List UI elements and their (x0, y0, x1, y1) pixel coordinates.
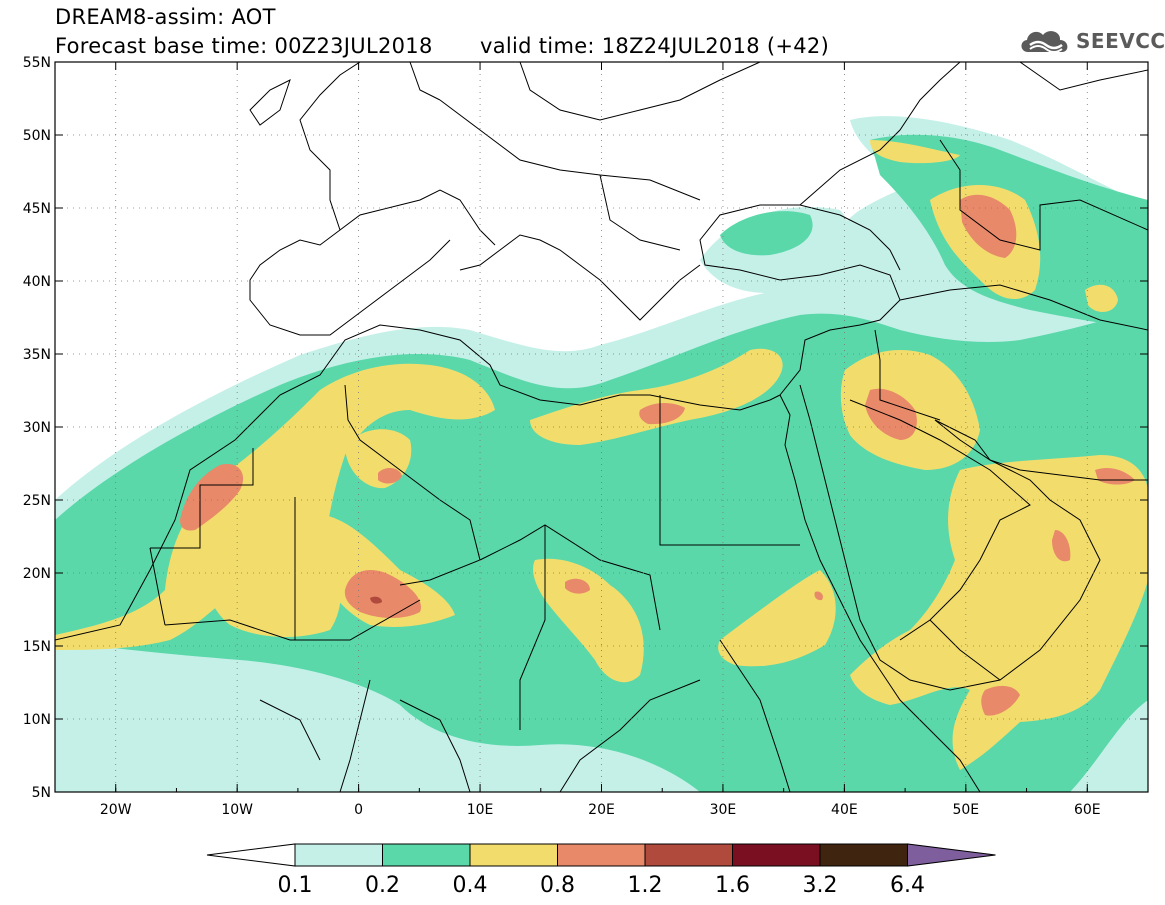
y-tick-label: 40N (23, 274, 51, 290)
x-tick-label: 10E (467, 802, 494, 818)
y-tick-label: 25N (23, 493, 51, 509)
x-tick-label: 60E (1074, 802, 1101, 818)
x-tick-label: 0 (354, 802, 363, 818)
y-tick-label: 10N (23, 712, 51, 728)
y-tick-label: 30N (23, 420, 51, 436)
x-tick-label: 10W (221, 802, 253, 818)
x-tick-label: 30E (710, 802, 737, 818)
y-tick-label: 55N (23, 55, 51, 71)
y-tick-label: 5N (32, 785, 51, 801)
colorbar-bin (819, 843, 908, 867)
colorbar-bin (732, 843, 821, 867)
forecast-base-time: Forecast base time: 00Z23JUL2018 (55, 34, 433, 58)
valid-time: valid time: 18Z24JUL2018 (+42) (480, 34, 830, 58)
aot-contour-0.8 (180, 194, 1135, 716)
colorbar-label: 0.2 (365, 873, 400, 898)
y-tick-label: 50N (23, 128, 51, 144)
colorbar-label: 0.4 (453, 873, 488, 898)
colorbar-label: 0.1 (278, 873, 313, 898)
x-tick-label: 20W (100, 802, 132, 818)
colorbar-label: 3.2 (803, 873, 838, 898)
seevccc-logo: SEEVCCC (1018, 24, 1165, 58)
colorbar-bin (294, 843, 383, 867)
y-tick-label: 45N (23, 201, 51, 217)
colorbar-bin (644, 843, 733, 867)
colorbar-label: 0.8 (540, 873, 575, 898)
colorbar-label: 1.2 (628, 873, 663, 898)
colorbar-label: 1.6 (715, 873, 750, 898)
aot-contour-1.2 (370, 596, 382, 604)
colorbar-bin (557, 843, 646, 867)
colorbar-bin (382, 843, 471, 867)
colorbar-extend-low (206, 843, 296, 867)
y-tick-label: 20N (23, 566, 51, 582)
x-tick-label: 20E (588, 802, 615, 818)
axis-ticks: 20W 10W 0 10E 20E 30E 40E 50E 60E 5N 10N 15N 20N 25N 3… (23, 55, 1149, 818)
colorbar-extend-high (907, 843, 996, 867)
colorbar-bin (469, 843, 558, 867)
colorbar-label: 6.4 (890, 873, 925, 898)
map-title: DREAM8-assim: AOT (55, 5, 276, 29)
y-tick-label: 35N (23, 347, 51, 363)
x-tick-label: 50E (952, 802, 979, 818)
logo-text: SEEVCCC (1076, 29, 1165, 53)
x-tick-label: 40E (831, 802, 858, 818)
y-tick-label: 15N (23, 639, 51, 655)
colorbar: 0.1 0.2 0.4 0.8 1.2 1.6 3.2 6.4 (206, 843, 996, 898)
cloud-icon (1021, 31, 1068, 53)
graticule (55, 62, 1148, 792)
